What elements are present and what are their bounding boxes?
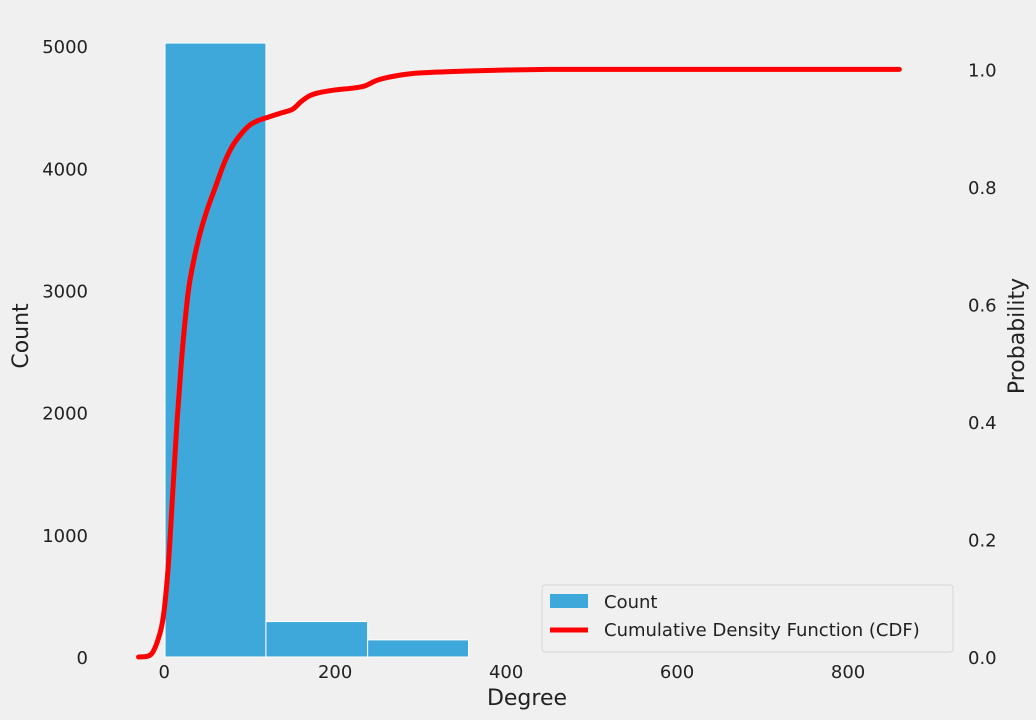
x-tick-labels: 0 200 400 600 800 [158, 662, 865, 683]
histogram-bar-2 [265, 621, 369, 658]
bars-layer [164, 42, 470, 658]
x-tick-label: 0 [158, 662, 169, 683]
y2-tick-label: 0.0 [968, 648, 997, 669]
legend-label-count: Count [604, 592, 657, 613]
y2-tick-label: 0.4 [968, 413, 997, 434]
y-tick-labels: 0 1000 2000 3000 4000 5000 [42, 37, 88, 669]
cdf-line [136, 66, 902, 660]
x-tick-label: 600 [660, 662, 694, 683]
y-tick-label: 3000 [42, 281, 88, 302]
y2-tick-label: 0.6 [968, 295, 997, 316]
y2-tick-label: 0.2 [968, 530, 997, 551]
y2-tick-labels: 0.0 0.2 0.4 0.6 0.8 1.0 [968, 60, 997, 669]
y2-tick-label: 0.8 [968, 178, 997, 199]
y-tick-label: 4000 [42, 159, 88, 180]
x-tick-label: 400 [489, 662, 523, 683]
legend-box [541, 584, 954, 653]
y2-axis-label: Probability [1005, 278, 1030, 394]
legend-swatch-count [550, 594, 588, 608]
legend: Count Cumulative Density Function (CDF) [541, 584, 954, 653]
y-tick-label: 0 [77, 648, 88, 669]
y-tick-label: 1000 [42, 526, 88, 547]
legend-label-cdf: Cumulative Density Function (CDF) [604, 620, 920, 641]
histogram-bar-3 [367, 639, 470, 658]
line-layer [136, 66, 902, 660]
x-tick-label: 200 [318, 662, 352, 683]
x-tick-label: 800 [831, 662, 865, 683]
x-axis-label: Degree [487, 686, 567, 711]
y-axis-label: Count [9, 303, 34, 369]
y2-tick-label: 1.0 [968, 60, 997, 81]
y-tick-label: 2000 [42, 404, 88, 425]
y-tick-label: 5000 [42, 37, 88, 58]
